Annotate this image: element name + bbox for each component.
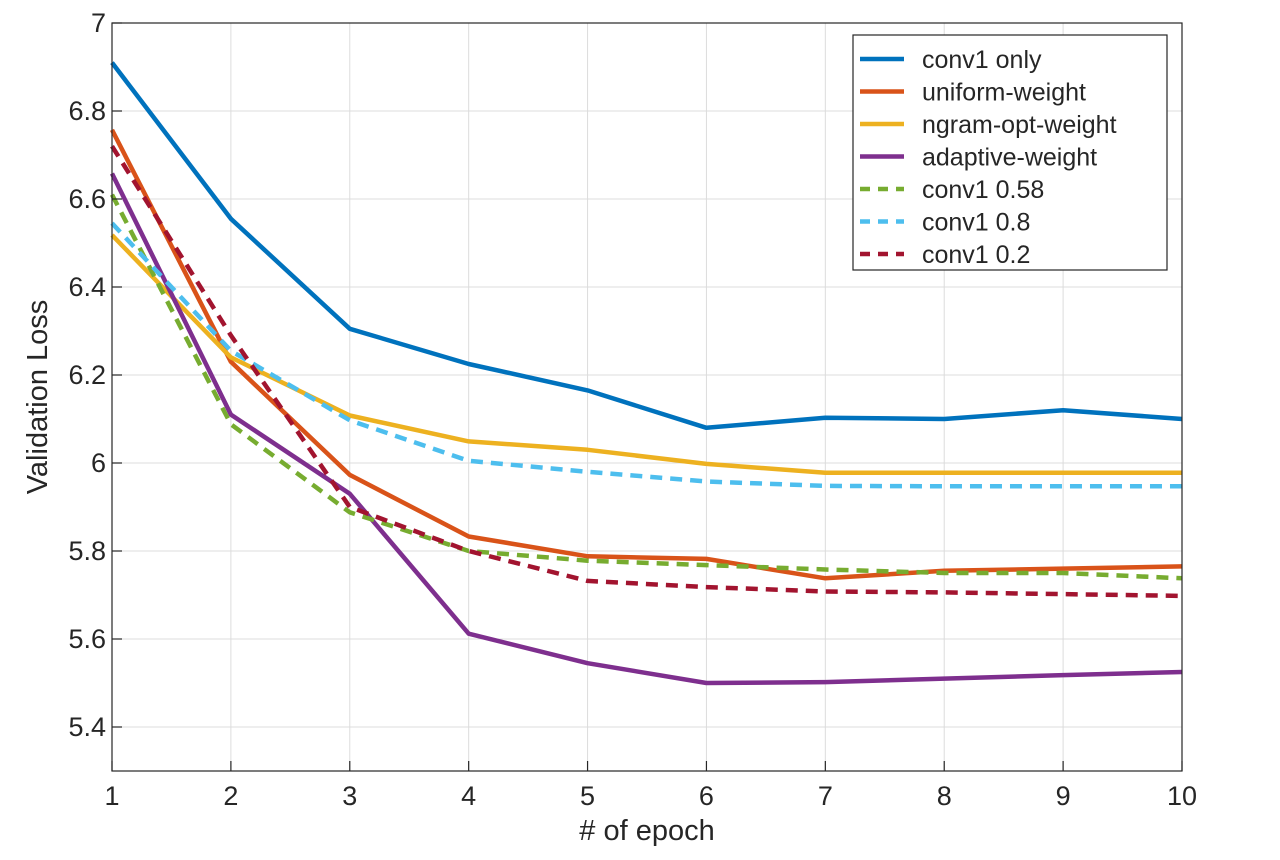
x-tick-label: 9 <box>1056 781 1071 811</box>
x-tick-label: 2 <box>223 781 238 811</box>
legend-label: conv1 0.58 <box>922 176 1044 204</box>
x-tick-label: 8 <box>937 781 952 811</box>
series-line-conv1-only <box>110 61 1183 431</box>
grid <box>111 22 1183 771</box>
series-line-conv1-0-8 <box>110 221 1182 489</box>
legend-label: conv1 0.2 <box>922 241 1030 269</box>
legend-box <box>852 34 1168 271</box>
y-tick-label: 5.8 <box>68 536 106 566</box>
y-tick-label: 6.8 <box>68 96 106 126</box>
x-axis-title: # of epoch <box>579 815 714 847</box>
y-tick-label: 6.4 <box>68 272 106 302</box>
series-line-adaptive-weight <box>109 172 1183 686</box>
y-tick-label: 6 <box>91 448 106 478</box>
y-tick-label: 5.6 <box>68 624 106 654</box>
series-line-conv1-0-2 <box>110 145 1183 599</box>
y-axis-title: Validation Loss <box>22 300 54 495</box>
legend-label: conv1 only <box>922 46 1042 74</box>
series-lines <box>109 61 1183 686</box>
x-tick-label: 10 <box>1167 781 1197 811</box>
y-tick-label: 6.6 <box>68 184 106 214</box>
plot-area-frame <box>111 22 1183 772</box>
y-tick-label: 7 <box>91 8 106 38</box>
legend-label: uniform-weight <box>922 79 1086 107</box>
x-tick-label: 5 <box>580 781 595 811</box>
x-tick-label: 4 <box>461 781 476 811</box>
series-line-ngram-opt-weight <box>110 233 1182 475</box>
x-tick-label: 7 <box>818 781 833 811</box>
x-tick-label: 1 <box>104 781 119 811</box>
series-line-conv1-0-58 <box>110 193 1183 581</box>
legend-label: adaptive-weight <box>922 144 1097 172</box>
y-tick-label: 6.2 <box>68 360 106 390</box>
axis-ticks: 1 2 3 4 5 6 7 8 9 10 5.4 5.6 5.8 6 6.2 6.4 6.6 6.8 7 <box>68 8 1197 811</box>
x-tick-label: 6 <box>699 781 714 811</box>
legend-label: conv1 0.8 <box>922 209 1030 237</box>
x-tick-label: 3 <box>342 781 357 811</box>
y-tick-label: 5.4 <box>68 712 106 742</box>
legend: conv1 only uniform-weight ngram-opt-weight… <box>852 34 1168 271</box>
legend-label: ngram-opt-weight <box>922 111 1117 139</box>
